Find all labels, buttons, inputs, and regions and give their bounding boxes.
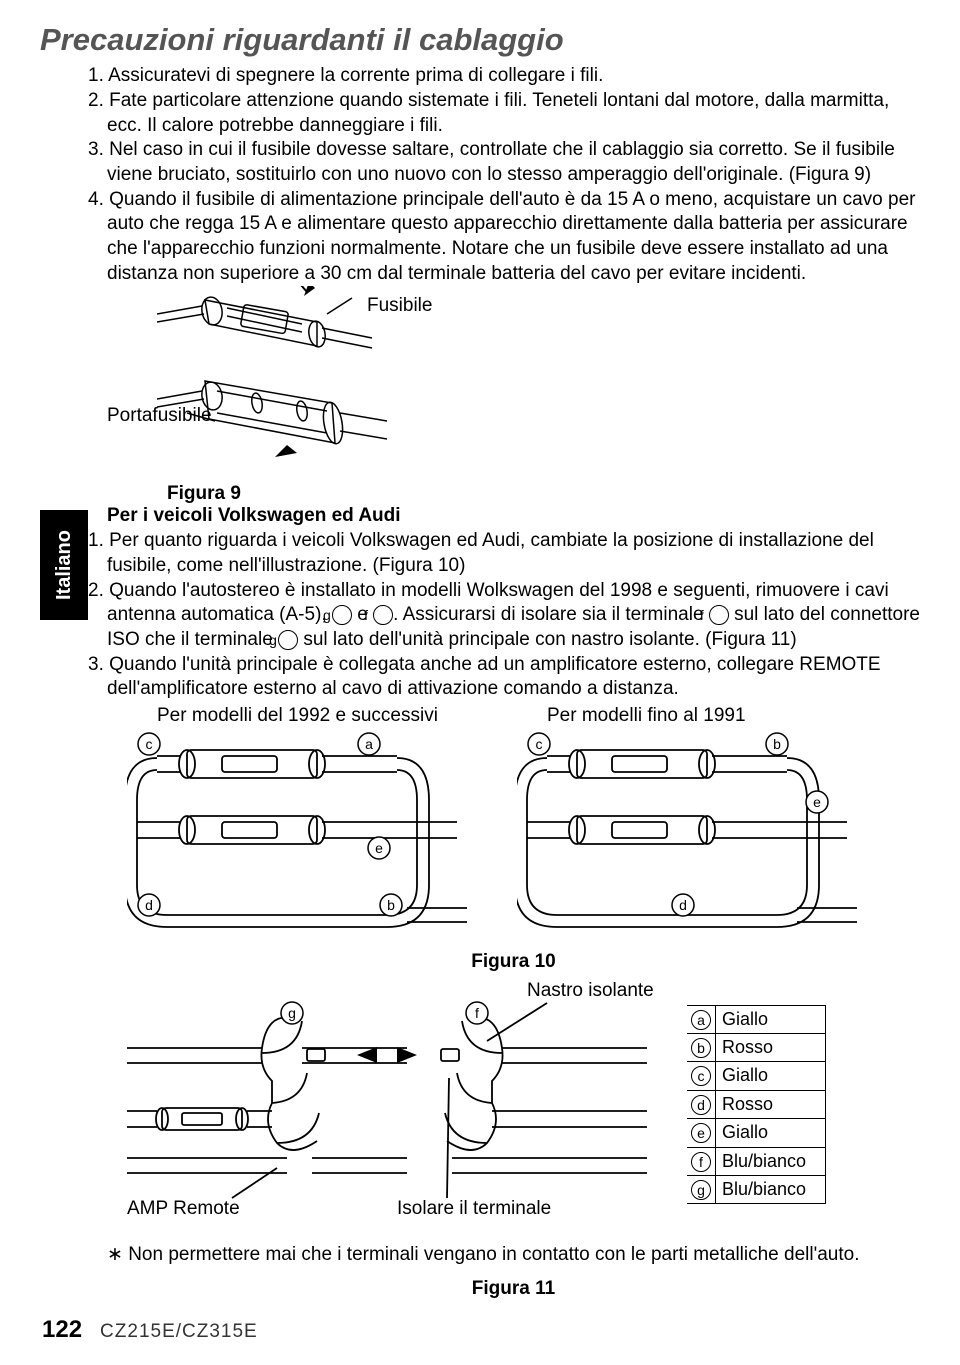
list-item: 2. Fate particolare attenzione quando si… — [107, 89, 920, 138]
circle-f-icon: f — [691, 1152, 711, 1172]
figure-11-caption: Figura 11 — [107, 1277, 920, 1302]
model-number: CZ215E/CZ315E — [100, 1320, 258, 1345]
figure-10-svg-right: c b e d — [517, 730, 867, 940]
circle-c-icon: c — [691, 1066, 711, 1086]
circle-e-icon: e — [813, 794, 821, 810]
figure-11: Nastro isolante — [107, 975, 920, 1235]
legend-value-cell: Blu/bianco — [716, 1147, 826, 1175]
table-row: bRosso — [687, 1034, 826, 1062]
list-item: 3. Quando l'unità principale è collegata… — [107, 653, 920, 702]
circle-f-icon: f — [373, 605, 393, 625]
text-run: e — [352, 604, 373, 625]
circle-g-icon: g — [288, 1005, 296, 1021]
table-row: aGiallo — [687, 1005, 826, 1033]
figure-9-label-fuse: Fusibile — [367, 294, 432, 319]
circle-e-icon: e — [691, 1123, 711, 1143]
figure-9-label-holder: Portafusibile — [107, 404, 212, 429]
legend-key-cell: b — [687, 1034, 716, 1062]
legend-key-cell: e — [687, 1119, 716, 1147]
legend-value-cell: Rosso — [716, 1034, 826, 1062]
circle-b-icon: b — [691, 1038, 711, 1058]
page-number: 122 — [42, 1314, 82, 1345]
figure-11-label-amp: AMP Remote — [127, 1197, 240, 1222]
circle-d-icon: d — [145, 897, 153, 913]
language-tab: Italiano — [40, 510, 88, 620]
figure-10: Per modelli del 1992 e successivi Per mo… — [107, 704, 920, 944]
figure-9-caption: Figura 9 — [167, 482, 241, 507]
color-legend-body: aGiallobRossocGiallodRossoeGiallofBlu/bi… — [687, 1005, 826, 1204]
circle-b-icon: b — [387, 897, 395, 913]
legend-value-cell: Blu/bianco — [716, 1176, 826, 1204]
legend-value-cell: Giallo — [716, 1119, 826, 1147]
table-row: fBlu/bianco — [687, 1147, 826, 1175]
circle-f-icon: f — [709, 605, 729, 625]
figure-10-caption: Figura 10 — [107, 950, 920, 975]
circle-c-icon: c — [146, 736, 153, 752]
legend-key-cell: a — [687, 1005, 716, 1033]
legend-key-cell: c — [687, 1062, 716, 1090]
figure-11-svg: g f — [127, 993, 657, 1213]
table-row: gBlu/bianco — [687, 1176, 826, 1204]
color-legend-table: aGiallobRossocGiallodRossoeGiallofBlu/bi… — [687, 1005, 826, 1205]
circle-g-icon: g — [691, 1180, 711, 1200]
list-item: 2. Quando l'autostereo è installato in m… — [107, 579, 920, 653]
legend-key-cell: g — [687, 1176, 716, 1204]
legend-value-cell: Giallo — [716, 1062, 826, 1090]
list-item: 1. Per quanto riguarda i veicoli Volkswa… — [107, 529, 920, 578]
circle-c-icon: c — [536, 736, 543, 752]
language-tab-label: Italiano — [51, 530, 77, 600]
circle-a-icon: a — [691, 1010, 711, 1030]
precautions-list: 1. Assicuratevi di spegnere la corrente … — [40, 64, 920, 286]
circle-d-icon: d — [679, 897, 687, 913]
circle-a-icon: a — [365, 736, 373, 752]
circle-f-icon: f — [475, 1005, 479, 1021]
circle-g-icon: g — [332, 605, 352, 625]
table-row: dRosso — [687, 1090, 826, 1118]
vw-audi-list: 1. Per quanto riguarda i veicoli Volkswa… — [40, 529, 920, 702]
legend-value-cell: Rosso — [716, 1090, 826, 1118]
asterisk-note: ∗ Non permettere mai che i terminali ven… — [107, 1243, 920, 1268]
figure-10-label-right: Per modelli fino al 1991 — [547, 704, 746, 729]
list-item: 3. Nel caso in cui il fusibile dovesse s… — [107, 138, 920, 187]
subheading-vw-audi: Per i veicoli Volkswagen ed Audi — [107, 504, 920, 529]
circle-d-icon: d — [691, 1095, 711, 1115]
circle-e-icon: e — [375, 840, 383, 856]
legend-value-cell: Giallo — [716, 1005, 826, 1033]
figure-10-svg-left: c a e d b — [127, 730, 477, 940]
list-item: 4. Quando il fusibile di alimentazione p… — [107, 188, 920, 287]
text-run: . Assicurarsi di isolare sia il terminal… — [393, 604, 709, 625]
legend-key-cell: d — [687, 1090, 716, 1118]
table-row: eGiallo — [687, 1119, 826, 1147]
text-run: sul lato dell'unità principale con nastr… — [298, 629, 797, 650]
figure-11-label-isolate: Isolare il terminale — [397, 1197, 551, 1222]
page-footer: 122 CZ215E/CZ315E — [40, 1314, 920, 1345]
figure-10-label-left: Per modelli del 1992 e successivi — [157, 704, 438, 729]
page-title: Precauzioni riguardanti il cablaggio — [40, 20, 920, 60]
circle-g-icon: g — [278, 630, 298, 650]
list-item: 1. Assicuratevi di spegnere la corrente … — [107, 64, 920, 89]
legend-key-cell: f — [687, 1147, 716, 1175]
table-row: cGiallo — [687, 1062, 826, 1090]
circle-b-icon: b — [773, 736, 781, 752]
figure-9: Fusibile Portafusibile Figura 9 — [107, 292, 920, 502]
